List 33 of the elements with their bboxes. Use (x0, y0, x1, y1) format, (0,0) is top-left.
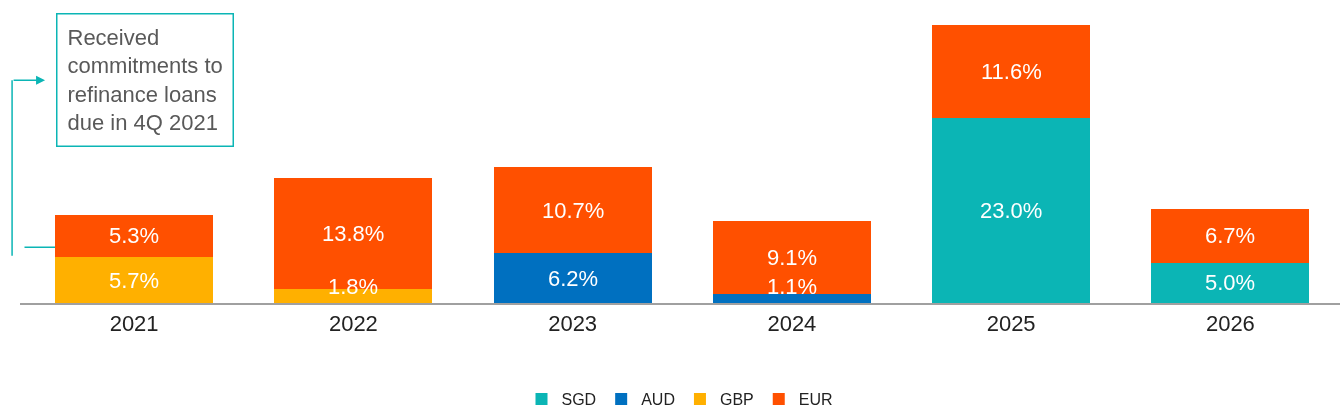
x-tick-label: 2022 (328, 311, 378, 337)
bar (1151, 208, 1310, 263)
legend-label: AUD (641, 391, 675, 409)
x-tick-label: 2023 (548, 311, 598, 337)
data-label: 6.2% (548, 266, 599, 291)
legend-label: GBP (719, 391, 754, 409)
annotation: Received commitments to refinance loans due in 4Q 2021 (67, 24, 223, 136)
data-label: 13.8% (322, 221, 385, 246)
bar (493, 253, 652, 303)
x-tick-label: 2024 (767, 311, 817, 337)
bar (932, 24, 1091, 118)
data-label: 1.8% (328, 274, 379, 299)
bar (493, 167, 652, 254)
x-tick-label: 2026 (1205, 311, 1255, 337)
data-label: 10.7% (542, 198, 605, 223)
data-label: 5.3% (109, 223, 160, 248)
bar (1151, 262, 1310, 303)
data-label: 11.6% (981, 59, 1042, 84)
x-tick-label: 2021 (109, 311, 159, 337)
bar (712, 294, 871, 303)
data-label: 6.7% (1205, 223, 1256, 248)
data-label: 5.7% (109, 268, 160, 293)
bar (932, 117, 1091, 303)
legend-label: SGD (561, 391, 597, 409)
bar (55, 214, 214, 258)
bar (55, 257, 214, 303)
data-label: 1.1% (767, 274, 818, 299)
data-label: 23.0% (980, 198, 1043, 223)
data-label: 5.0% (1205, 270, 1256, 295)
x-tick-label: 2025 (986, 311, 1036, 337)
legend-label: EUR (798, 391, 833, 409)
data-label: 9.1% (767, 245, 818, 270)
bar (712, 220, 871, 295)
